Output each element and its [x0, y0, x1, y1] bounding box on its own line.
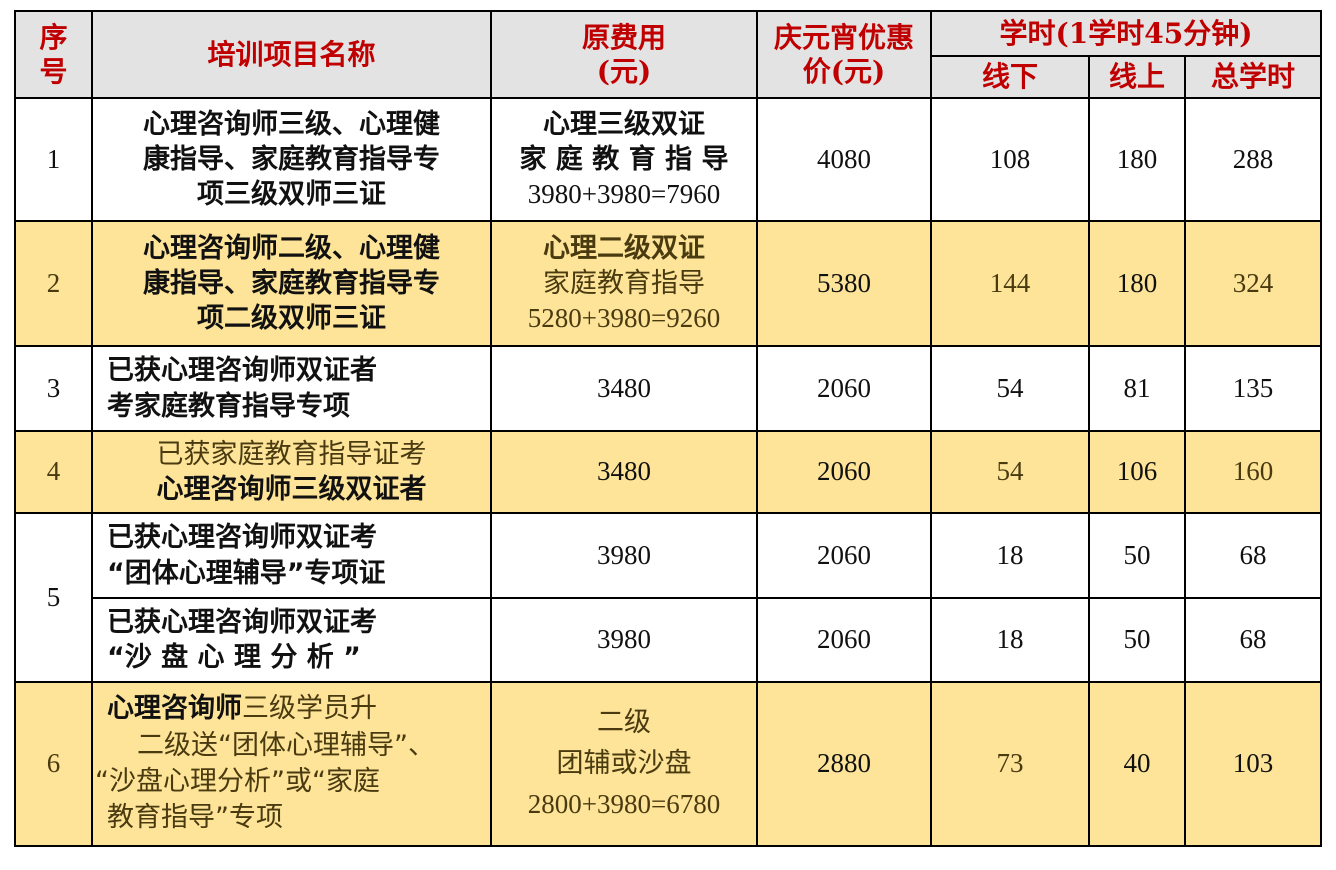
header-seq: 序号: [14, 10, 93, 99]
header-name: 培训项目名称: [91, 10, 492, 99]
seq: 5: [14, 512, 93, 683]
project-name: 心理咨询师三级、心理健 康指导、家庭教育指导专 项三级双师三证: [91, 97, 492, 222]
name-line: 心理咨询师二级、心理健: [143, 232, 440, 264]
promo-price: 2060: [756, 430, 932, 514]
orig-line: 心理二级双证: [543, 232, 705, 264]
header-orig-fee-label: 原费用: [581, 20, 666, 54]
name-line: “团体心理辅导”专项证: [107, 557, 386, 589]
offline-hours: 54: [930, 430, 1090, 514]
total-hours: 68: [1184, 512, 1322, 599]
name-line: 心理咨询师三级、心理健: [143, 108, 440, 140]
offline-hours: 144: [930, 220, 1090, 347]
name-line: 已获家庭教育指导证考: [156, 438, 427, 470]
seq: 3: [14, 345, 93, 432]
name-line: 已获心理咨询师双证者: [107, 355, 377, 387]
header-orig-fee-unit: (元): [596, 54, 652, 88]
total-hours: 135: [1184, 345, 1322, 432]
table-row: 2 心理咨询师二级、心理健 康指导、家庭教育指导专 项二级双师三证 心理二级双证 家庭…: [14, 220, 1322, 347]
name-line: 心理咨询师三级双证者: [156, 474, 427, 505]
table-row: 4 已获家庭教育指导证考 心理咨询师三级双证者 3480 2060 54 106 …: [14, 430, 1322, 514]
online-hours: 40: [1088, 681, 1186, 847]
total-hours: 324: [1184, 220, 1322, 347]
project-name: 心理咨询师二级、心理健 康指导、家庭教育指导专 项二级双师三证: [91, 220, 492, 347]
name-line: “沙盘心理分析”或“家庭: [95, 766, 380, 797]
orig-line: 5280+3980=9260: [527, 303, 721, 334]
project-name: 已获心理咨询师双证考 “团体心理辅导”专项证: [91, 512, 492, 599]
name-line: “沙 盘 心 理 分 析 ”: [107, 642, 361, 673]
promo-price: 2880: [756, 681, 932, 847]
fee-table: 序号 培训项目名称 原费用 (元) 庆元宵优惠价(元) 学时(1学时45分钟) 线…: [14, 10, 1322, 847]
orig-fee: 心理三级双证家 庭 教 育 指 导 3980+3980=7960: [490, 97, 758, 222]
name-line: 二级送“团体心理辅导”、: [137, 729, 435, 761]
header-orig-fee: 原费用 (元): [490, 10, 758, 99]
orig-line: 团辅或沙盘: [556, 747, 692, 779]
promo-price: 2060: [756, 512, 932, 599]
online-hours: 81: [1088, 345, 1186, 432]
seq: 4: [14, 430, 93, 514]
online-hours: 180: [1088, 220, 1186, 347]
promo-price: 4080: [756, 97, 932, 222]
name-line: 项三级双师三证: [197, 179, 386, 211]
orig-fee: 心理二级双证 家庭教育指导 5280+3980=9260: [490, 220, 758, 347]
offline-hours: 54: [930, 345, 1090, 432]
header-online: 线上: [1088, 55, 1186, 99]
online-hours: 50: [1088, 512, 1186, 599]
promo-price: 2060: [756, 597, 932, 683]
header-offline: 线下: [930, 55, 1090, 99]
total-hours: 103: [1184, 681, 1322, 847]
project-name: 已获心理咨询师双证考 “沙 盘 心 理 分 析 ”: [91, 597, 492, 683]
offline-hours: 108: [930, 97, 1090, 222]
name-line: 已获心理咨询师双证考: [107, 522, 377, 554]
online-hours: 50: [1088, 597, 1186, 683]
orig-fee: 3480: [490, 430, 758, 514]
total-hours: 160: [1184, 430, 1322, 514]
table-row: 已获心理咨询师双证考 “沙 盘 心 理 分 析 ” 3980 2060 18 50…: [15, 597, 1322, 683]
total-hours: 288: [1184, 97, 1322, 222]
online-hours: 106: [1088, 430, 1186, 514]
name-line: 三级学员升: [242, 693, 377, 725]
project-name: 心理咨询师三级学员升二级送“团体心理辅导”、 “沙盘心理分析”或“家庭教育指导”专…: [91, 681, 492, 847]
orig-fee: 3980: [490, 512, 758, 599]
name-line: 康指导、家庭教育指导专: [143, 267, 440, 299]
project-name: 已获家庭教育指导证考 心理咨询师三级双证者: [91, 430, 492, 514]
name-line: 康指导、家庭教育指导专: [143, 143, 440, 175]
orig-line: 心理三级双证: [543, 108, 705, 140]
header-hours: 学时(1学时45分钟): [930, 10, 1322, 57]
promo-price: 5380: [756, 220, 932, 347]
orig-fee: 3480: [490, 345, 758, 432]
orig-fee: 二级团辅或沙盘 2800+3980=6780: [490, 681, 758, 847]
orig-line: 家庭教育指导: [543, 267, 705, 299]
seq: 2: [14, 220, 93, 347]
seq: 6: [14, 681, 93, 847]
offline-hours: 18: [930, 597, 1090, 683]
name-line: 心理咨询师: [107, 693, 242, 725]
table-row: 5 已获心理咨询师双证考 “团体心理辅导”专项证 3980 2060 18 50 …: [14, 512, 1322, 683]
orig-line: 3980+3980=7960: [527, 179, 721, 210]
offline-hours: 18: [930, 512, 1090, 599]
online-hours: 180: [1088, 97, 1186, 222]
project-name: 已获心理咨询师双证者 考家庭教育指导专项: [91, 345, 492, 432]
name-line: 项二级双师三证: [197, 303, 386, 335]
orig-line: 2800+3980=6780: [527, 789, 721, 820]
offline-hours: 73: [930, 681, 1090, 847]
table-row: 6 心理咨询师三级学员升二级送“团体心理辅导”、 “沙盘心理分析”或“家庭教育指导…: [14, 681, 1322, 847]
orig-line: 家 庭 教 育 指 导: [519, 143, 729, 175]
promo-price: 2060: [756, 345, 932, 432]
orig-line: 二级: [597, 707, 651, 739]
table-row: 1 心理咨询师三级、心理健 康指导、家庭教育指导专 项三级双师三证 心理三级双证家 …: [14, 97, 1322, 222]
total-hours: 68: [1184, 597, 1322, 683]
orig-fee: 3980: [490, 597, 758, 683]
header-promo: 庆元宵优惠价(元): [756, 10, 932, 99]
name-line: 考家庭教育指导专项: [107, 390, 350, 422]
name-line: 教育指导”专项: [107, 802, 283, 834]
header-total: 总学时: [1184, 55, 1322, 99]
seq: 1: [14, 97, 93, 222]
name-line: 已获心理咨询师双证考: [107, 606, 377, 638]
table-row: 3 已获心理咨询师双证者 考家庭教育指导专项 3480 2060 54 81 13…: [14, 345, 1322, 432]
